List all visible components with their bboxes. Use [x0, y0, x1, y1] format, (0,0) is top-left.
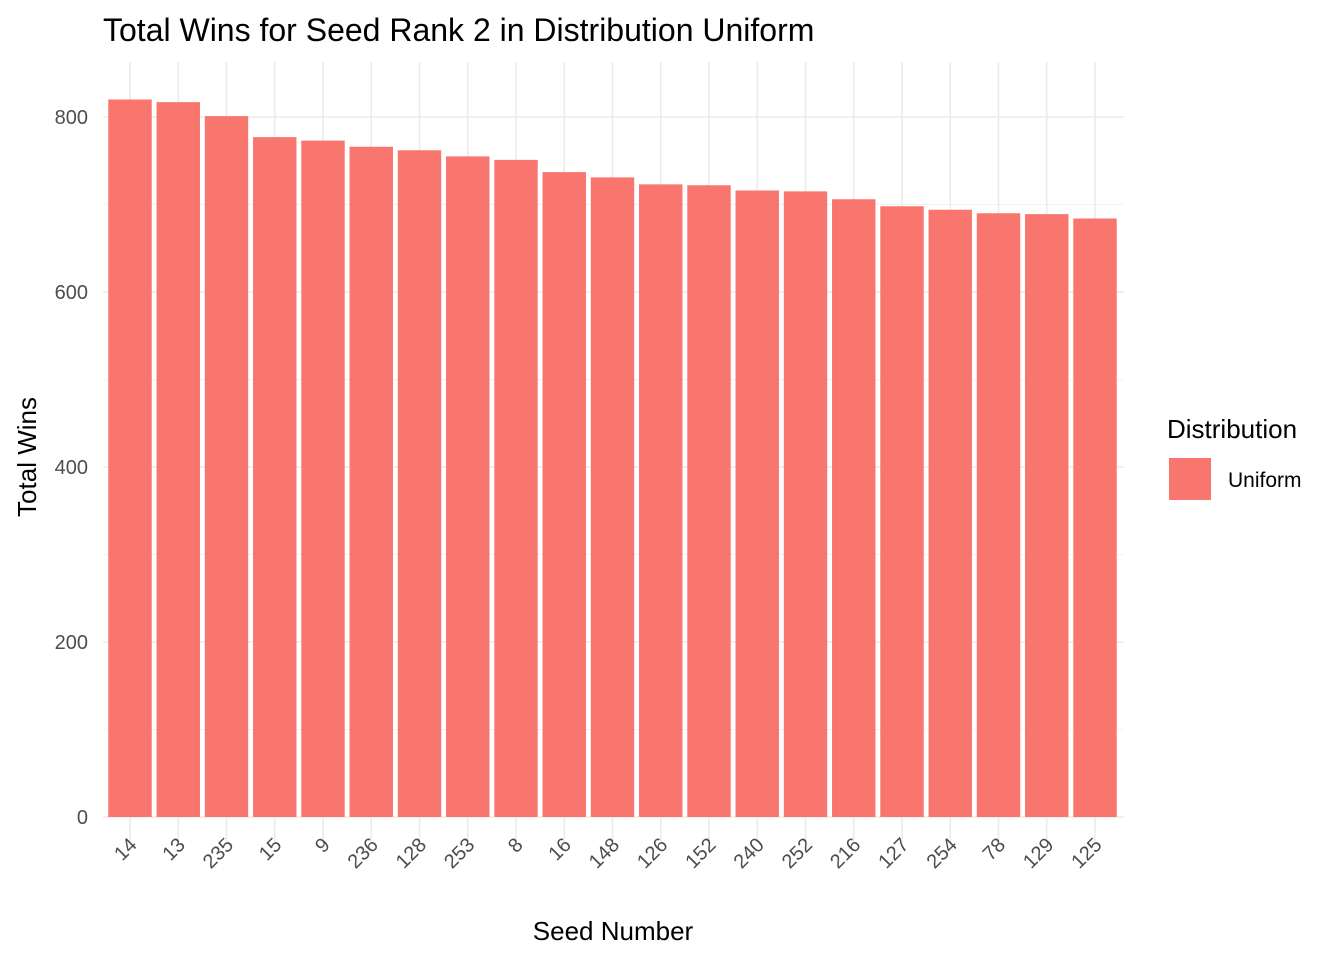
bar-seed-78: [976, 213, 1021, 817]
y-tick-label: 400: [55, 457, 88, 479]
x-tick-label: 78: [979, 834, 1010, 865]
bar-seed-16: [542, 172, 586, 817]
y-tick-label: 0: [77, 807, 88, 829]
x-tick-label: 235: [199, 834, 238, 873]
bar-seed-15: [253, 137, 297, 817]
x-tick-label: 126: [633, 834, 672, 873]
chart-title: Total Wins for Seed Rank 2 in Distributi…: [103, 12, 814, 48]
bar-seed-152: [687, 185, 731, 817]
bar-seed-253: [446, 156, 490, 817]
legend: Distribution Uniform: [1167, 414, 1302, 500]
legend-title: Distribution: [1167, 414, 1297, 444]
legend-key-uniform: [1169, 458, 1211, 500]
x-tick-label: 252: [778, 834, 817, 873]
bar-seed-252: [783, 191, 828, 817]
x-tick-label: 216: [826, 834, 865, 873]
bar-seed-240: [735, 190, 779, 817]
bar-seed-129: [1025, 214, 1069, 817]
bar-seed-14: [108, 99, 152, 817]
x-tick-label: 16: [544, 834, 575, 865]
x-tick-label: 240: [730, 834, 769, 873]
x-tick-label: 13: [158, 834, 189, 865]
bar-seed-8: [494, 159, 538, 817]
y-tick-label: 200: [55, 632, 88, 654]
bars: [108, 99, 1117, 817]
bar-seed-126: [639, 184, 683, 817]
bar-seed-128: [397, 150, 442, 817]
x-tick-label: 253: [440, 834, 479, 873]
x-tick-label: 15: [255, 834, 286, 865]
x-axis-ticks: 14 13 235 15 9 236 128 253 8 16 148 126 152 240 252 216…: [110, 834, 1106, 873]
bar-seed-216: [832, 199, 876, 817]
x-tick-label: 14: [110, 834, 141, 865]
bar-seed-148: [590, 177, 635, 817]
y-axis-title: Total Wins: [12, 397, 42, 517]
bar-seed-13: [156, 102, 200, 817]
bar-seed-9: [301, 140, 345, 817]
y-tick-label: 600: [55, 282, 88, 304]
bar-seed-127: [880, 206, 924, 817]
bar-seed-236: [349, 146, 393, 817]
legend-label-uniform: Uniform: [1228, 469, 1302, 492]
x-tick-label: 127: [874, 834, 913, 873]
y-tick-label: 800: [55, 107, 88, 129]
y-axis-ticks: 0 200 400 600 800: [55, 107, 88, 829]
x-tick-label: 152: [681, 834, 720, 873]
x-tick-label: 254: [923, 834, 962, 873]
x-tick-label: 148: [585, 834, 624, 873]
x-tick-label: 125: [1067, 834, 1106, 873]
x-tick-label: 128: [392, 834, 431, 873]
bar-seed-125: [1073, 218, 1117, 817]
bar-seed-254: [928, 209, 972, 817]
x-tick-label: 236: [344, 834, 383, 873]
bar-seed-235: [204, 116, 249, 817]
x-axis-title: Seed Number: [533, 916, 694, 946]
x-tick-label: 129: [1019, 834, 1058, 873]
